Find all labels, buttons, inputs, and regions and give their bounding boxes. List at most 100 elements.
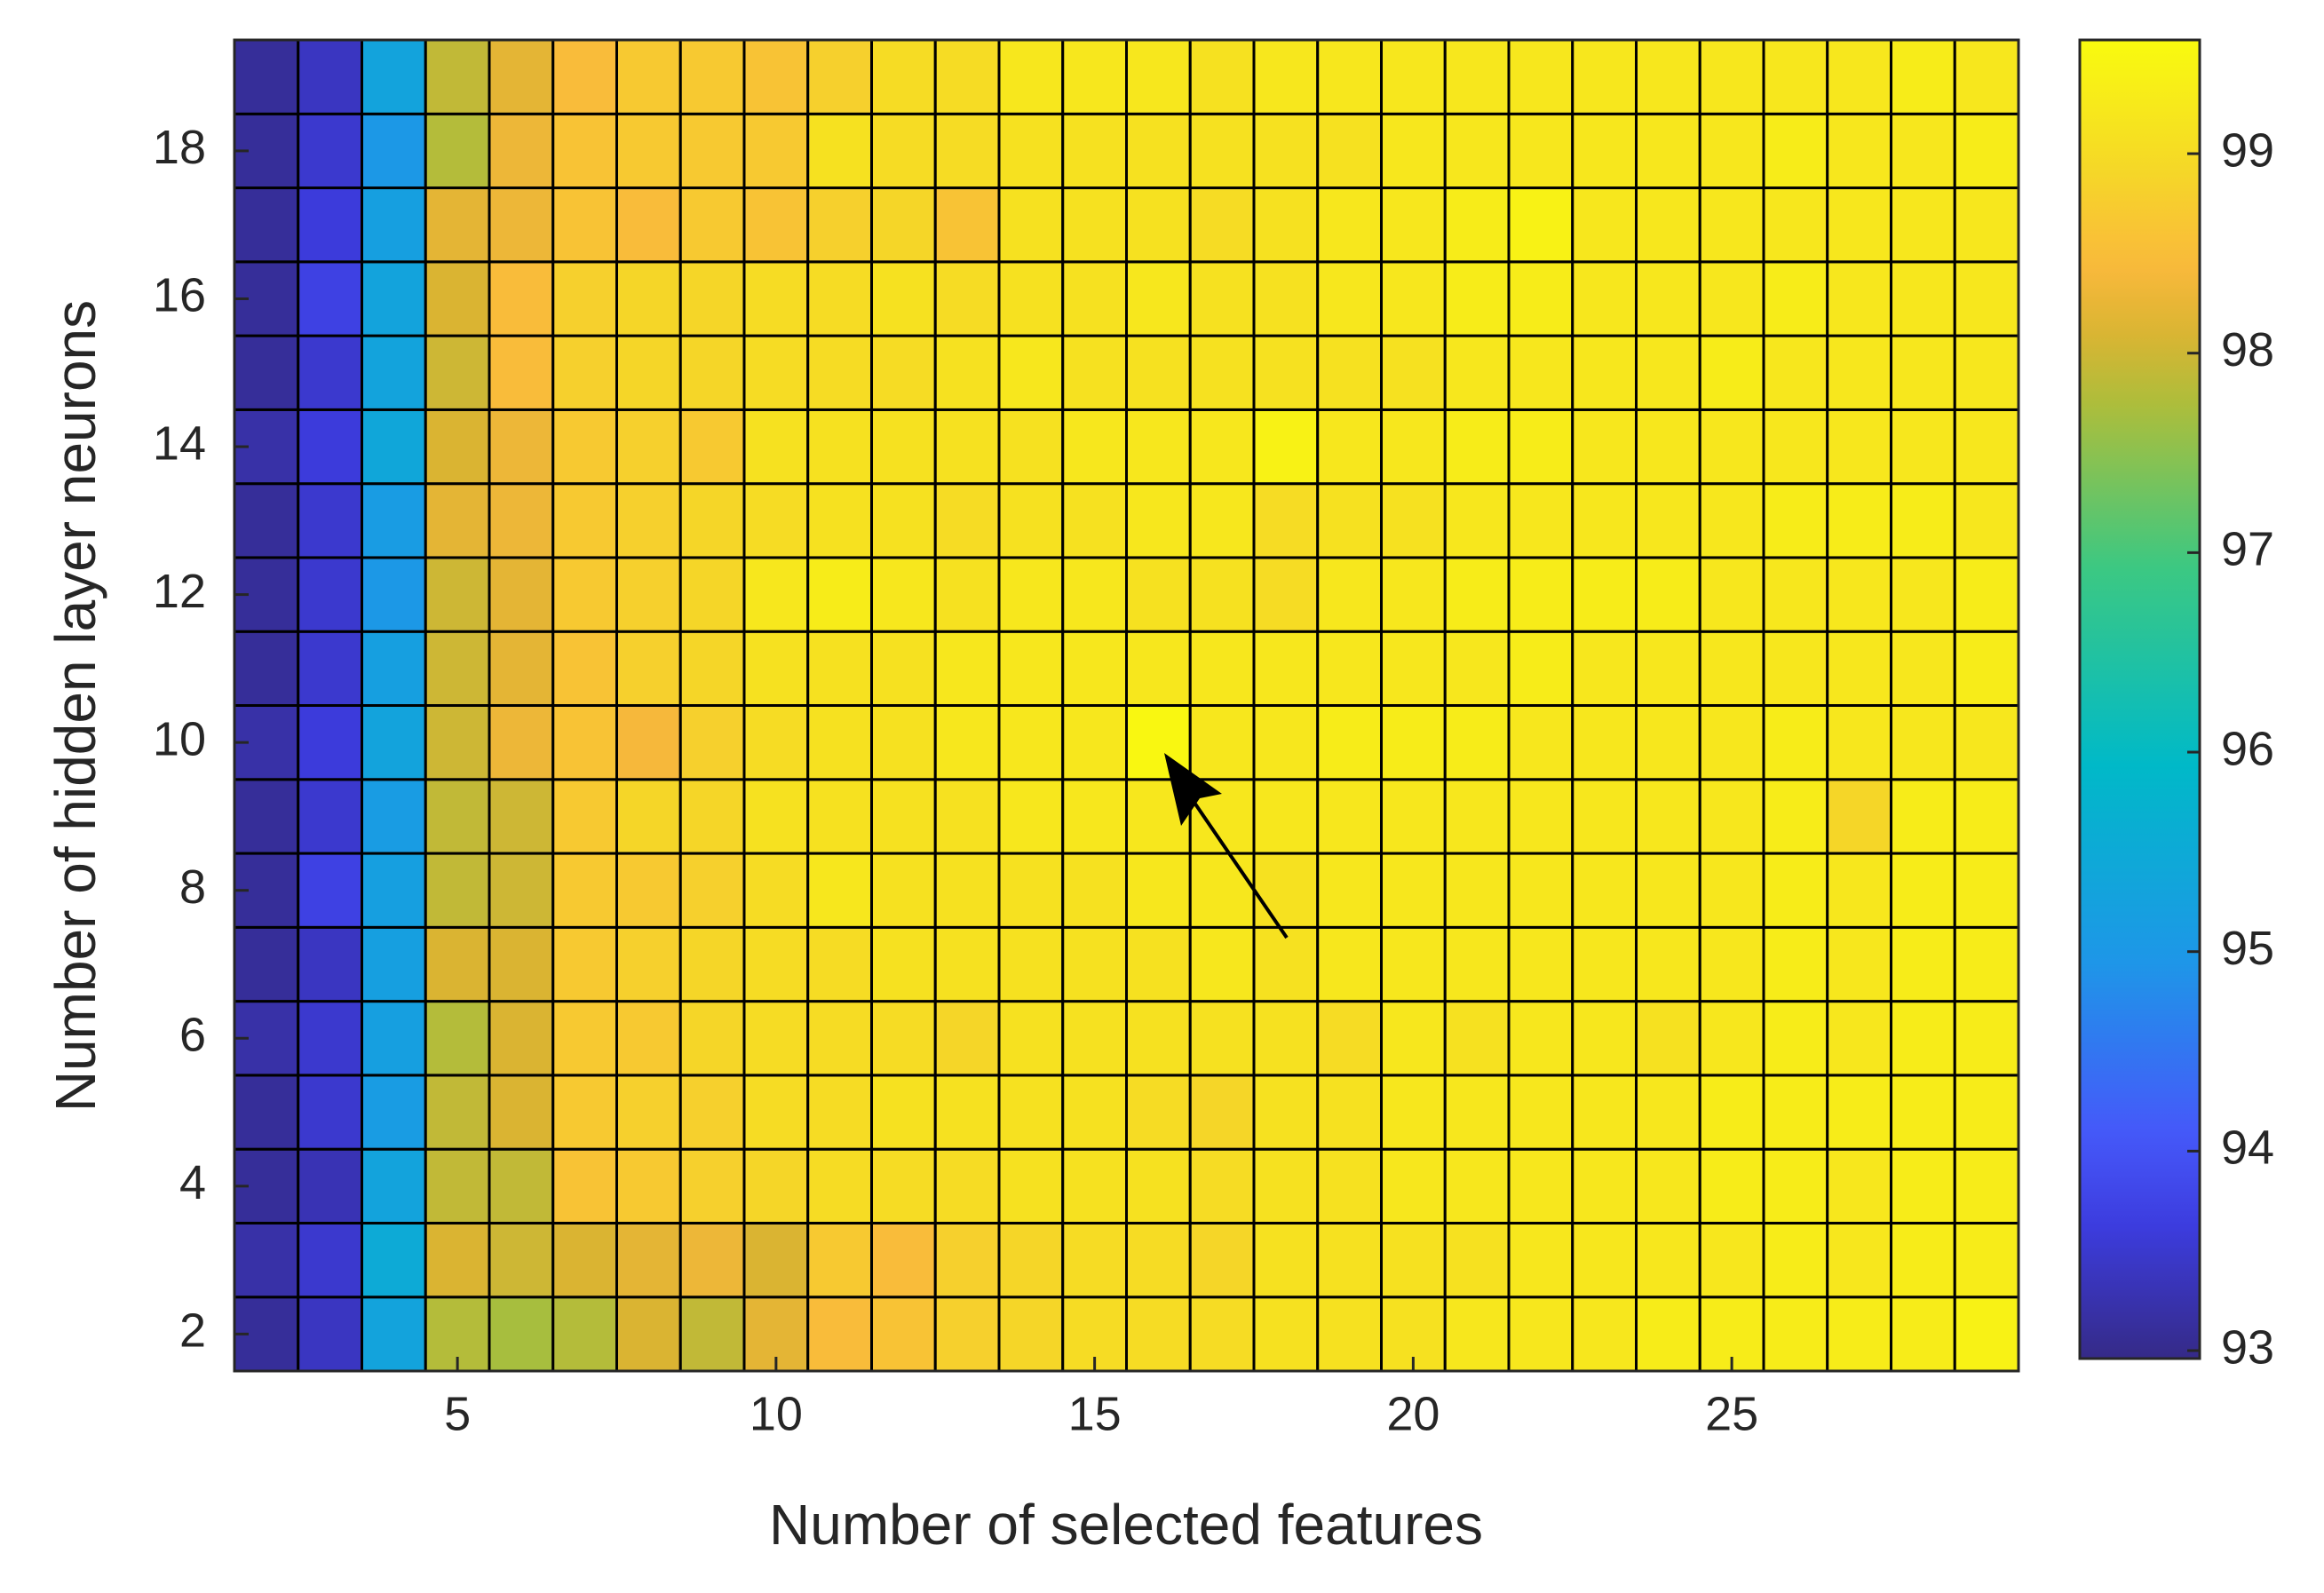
heatmap-cell <box>870 556 937 633</box>
heatmap-cell <box>1826 852 1892 929</box>
heatmap-cell <box>1252 1000 1320 1077</box>
heatmap-cell <box>742 1147 810 1224</box>
heatmap-cell <box>1061 408 1128 486</box>
heatmap-cell <box>1061 778 1128 855</box>
heatmap-cell <box>1188 1074 1256 1151</box>
heatmap-cell <box>678 925 746 1003</box>
heatmap-cell <box>933 408 1001 486</box>
heatmap-cell <box>1188 334 1256 411</box>
heatmap-cell <box>1188 704 1256 781</box>
heatmap-cell <box>1252 186 1320 264</box>
heatmap-cell <box>233 778 300 855</box>
y-tick-label: 14 <box>153 416 206 470</box>
heatmap-cell <box>1061 556 1128 633</box>
heatmap-cell <box>1762 334 1829 411</box>
heatmap-cell <box>742 112 810 190</box>
heatmap-cell <box>424 925 491 1003</box>
heatmap-cell <box>1443 1296 1511 1373</box>
heatmap-cell <box>1635 112 1701 190</box>
heatmap-cell <box>1380 1000 1447 1077</box>
heatmap-cell <box>806 1221 873 1299</box>
heatmap-cell <box>1571 1000 1638 1077</box>
heatmap-cell <box>1571 186 1638 264</box>
heatmap-cell <box>1890 1221 1956 1299</box>
heatmap-cell <box>1507 334 1574 411</box>
heatmap-cell <box>1890 1074 1956 1151</box>
heatmap-cell <box>1826 925 1892 1003</box>
heatmap-cell <box>1252 925 1320 1003</box>
heatmap-cell <box>1507 556 1574 633</box>
heatmap-cell <box>933 1147 1001 1224</box>
heatmap-cell <box>1571 482 1638 559</box>
heatmap-cell <box>424 630 491 708</box>
heatmap-cell <box>615 852 682 929</box>
heatmap-cell <box>615 1221 682 1299</box>
heatmap-cell <box>1380 112 1447 190</box>
heatmap-cell <box>1188 186 1256 264</box>
heatmap-cell <box>233 1221 300 1299</box>
heatmap-cell <box>488 260 555 337</box>
heatmap-cell <box>361 112 427 190</box>
heatmap-cell <box>424 482 491 559</box>
heatmap-cell <box>1316 112 1383 190</box>
heatmap-cell <box>1698 334 1765 411</box>
heatmap-cell <box>1635 408 1701 486</box>
heatmap-cell <box>997 1074 1065 1151</box>
heatmap-cell <box>551 1147 618 1224</box>
heatmap-cell <box>1826 38 1892 115</box>
heatmap-cell <box>615 1296 682 1373</box>
heatmap-cell <box>1443 852 1511 929</box>
heatmap-cell <box>551 38 618 115</box>
heatmap-cell <box>1762 1074 1829 1151</box>
heatmap-cell <box>1443 1147 1511 1224</box>
heatmap-cell <box>933 1074 1001 1151</box>
heatmap-cell <box>488 482 555 559</box>
heatmap-cell <box>1826 112 1892 190</box>
heatmap-cell <box>742 1074 810 1151</box>
heatmap-cell <box>1762 1000 1829 1077</box>
heatmap-cell <box>551 704 618 781</box>
heatmap-cell <box>1061 630 1128 708</box>
heatmap-cell <box>551 1296 618 1373</box>
heatmap-cell <box>361 1296 427 1373</box>
heatmap-cell <box>997 482 1065 559</box>
heatmap-cell <box>742 260 810 337</box>
heatmap-cell <box>1698 1000 1765 1077</box>
x-tick-label: 25 <box>1705 1387 1758 1440</box>
heatmap-cell <box>1316 186 1383 264</box>
heatmap-cell <box>997 186 1065 264</box>
heatmap-cell <box>1316 1296 1383 1373</box>
colorbar-tick-label: 97 <box>2221 523 2274 576</box>
heatmap-cell <box>1635 260 1701 337</box>
heatmap-cell <box>488 112 555 190</box>
heatmap-cell <box>1890 260 1956 337</box>
heatmap-cell <box>1443 704 1511 781</box>
heatmap-cell <box>1762 852 1829 929</box>
heatmap-cell <box>1125 1000 1192 1077</box>
heatmap-cell <box>233 630 300 708</box>
heatmap-cell <box>1635 334 1701 411</box>
heatmap-cell <box>1380 1147 1447 1224</box>
heatmap-cell <box>1316 38 1383 115</box>
heatmap-cell <box>806 1074 873 1151</box>
heatmap-cell <box>870 630 937 708</box>
heatmap-cell <box>488 334 555 411</box>
heatmap-cell <box>870 925 937 1003</box>
heatmap-cell <box>1762 556 1829 633</box>
heatmap-cell <box>1443 1000 1511 1077</box>
heatmap-cell <box>233 38 300 115</box>
heatmap-cell <box>1890 630 1956 708</box>
heatmap-cell <box>1890 925 1956 1003</box>
heatmap-cell <box>742 1000 810 1077</box>
heatmap-cell <box>424 704 491 781</box>
heatmap-cell <box>1316 408 1383 486</box>
heatmap-cell <box>1826 1147 1892 1224</box>
heatmap-cell <box>233 334 300 411</box>
heatmap-cell <box>424 112 491 190</box>
heatmap-cell <box>1061 925 1128 1003</box>
heatmap-cell <box>1826 630 1892 708</box>
heatmap-cell <box>678 704 746 781</box>
heatmap-cell <box>678 38 746 115</box>
heatmap-cell <box>1252 1221 1320 1299</box>
heatmap-cell <box>1635 1221 1701 1299</box>
